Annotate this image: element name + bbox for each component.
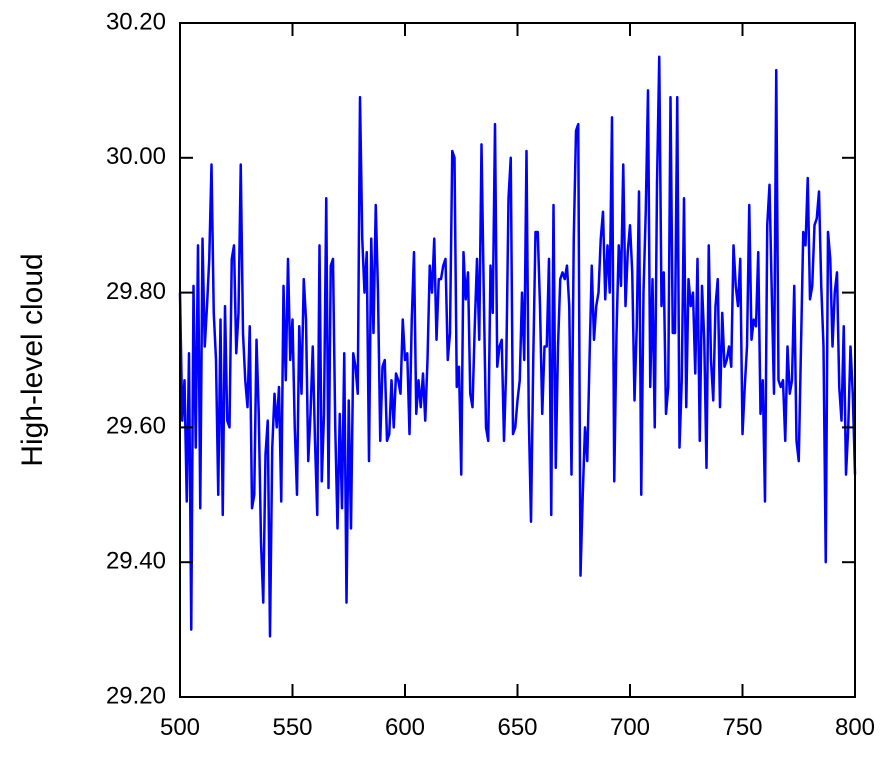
plot-frame bbox=[179, 22, 856, 698]
x-tick-label: 650 bbox=[497, 714, 537, 741]
x-tick-label: 700 bbox=[610, 714, 650, 741]
x-tick-label: 600 bbox=[385, 714, 425, 741]
x-tick-label: 500 bbox=[160, 714, 200, 741]
y-tick-label: 29.80 bbox=[106, 278, 166, 305]
y-tick-label: 29.20 bbox=[106, 682, 166, 709]
x-tick-label: 800 bbox=[835, 714, 875, 741]
data-line bbox=[178, 55, 857, 638]
x-tick-label: 750 bbox=[722, 714, 762, 741]
y-tick-label: 29.40 bbox=[106, 548, 166, 575]
y-tick-label: 30.20 bbox=[106, 8, 166, 35]
y-tick-label: 29.60 bbox=[106, 413, 166, 440]
x-tick-label: 550 bbox=[272, 714, 312, 741]
y-axis-label: High-level cloud bbox=[16, 253, 49, 466]
y-tick-label: 30.00 bbox=[106, 143, 166, 170]
